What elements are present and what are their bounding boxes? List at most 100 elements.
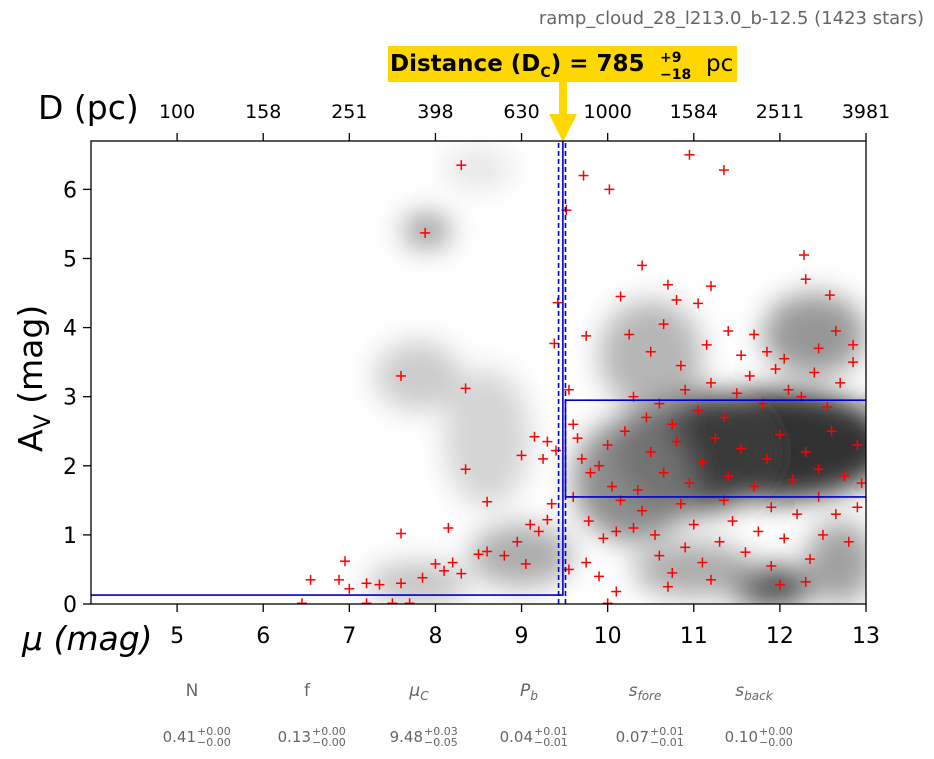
- param-symbol: f: [304, 681, 311, 701]
- param-subscript: b: [530, 689, 538, 703]
- param-name: N: [186, 681, 199, 701]
- star-point-80: [654, 550, 665, 561]
- density-blob-7: [366, 562, 470, 604]
- star-point-77: [628, 522, 639, 533]
- star-point-21: [645, 346, 656, 357]
- star-point-18: [460, 383, 471, 394]
- star-point-103: [641, 412, 652, 423]
- star-point-15: [693, 298, 704, 309]
- param-1: f 0.13 +0.00−0.00: [278, 681, 346, 749]
- star-point-0: [456, 160, 467, 171]
- star-point-98: [611, 586, 622, 597]
- star-point-47: [482, 546, 493, 557]
- y-axis-title: AV (mag): [11, 305, 56, 452]
- star-point-135: [839, 471, 850, 482]
- x-tick-label-8: 8: [428, 624, 442, 649]
- star-point-24: [848, 339, 859, 350]
- star-point-125: [710, 433, 721, 444]
- star-point-42: [430, 558, 441, 569]
- star-point-9: [800, 274, 811, 285]
- star-point-37: [417, 572, 428, 583]
- star-point-61: [572, 433, 583, 444]
- density-blob-13: [805, 521, 866, 604]
- param-plus: +0.00: [759, 725, 793, 738]
- star-point-79: [650, 529, 661, 540]
- star-point-138: [675, 498, 686, 509]
- star-point-116: [809, 367, 820, 378]
- y-tick-label-6: 6: [63, 178, 77, 203]
- param-subscript: fore: [637, 689, 661, 703]
- star-point-136: [852, 440, 863, 451]
- y-axis-title-main: A: [11, 429, 50, 452]
- density-blob-10: [402, 213, 451, 249]
- star-point-51: [525, 519, 536, 530]
- param-value: 0.07: [616, 728, 649, 746]
- star-point-92: [792, 509, 803, 520]
- star-point-53: [542, 514, 553, 525]
- density-blob-6: [469, 524, 574, 587]
- star-point-76: [583, 516, 594, 527]
- star-point-62: [576, 453, 587, 464]
- star-point-149: [675, 360, 686, 371]
- x-axis: 5 6 7 8 9 10 11 12 13: [170, 604, 880, 649]
- star-point-150: [723, 326, 734, 337]
- param-name: sback: [735, 681, 773, 703]
- param-subscript: C: [420, 689, 429, 703]
- star-point-120: [645, 446, 656, 457]
- y-tick-label-4: 4: [63, 317, 77, 342]
- star-point-107: [693, 405, 704, 416]
- x-tick-label-13: 13: [852, 624, 880, 649]
- param-minus: −0.01: [650, 736, 684, 749]
- star-point-30: [340, 556, 351, 567]
- star-point-6: [420, 227, 431, 238]
- param-4: sfore 0.07 +0.01−0.01: [616, 681, 684, 749]
- param-symbol: s: [735, 681, 744, 701]
- top-tick-label-1584: 1584: [670, 101, 718, 123]
- star-point-23: [830, 326, 841, 337]
- callout-value: 785: [597, 51, 645, 77]
- top-distance-axis: 100 158 251 398 630 1000 1584 2511 3981: [159, 101, 890, 141]
- star-point-4: [604, 184, 615, 195]
- star-point-114: [783, 384, 794, 395]
- star-point-110: [731, 388, 742, 399]
- star-point-65: [602, 440, 613, 451]
- star-point-85: [706, 574, 716, 585]
- star-point-48: [499, 550, 510, 561]
- star-point-91: [779, 533, 790, 544]
- star-point-63: [585, 467, 596, 478]
- star-point-1: [684, 149, 695, 160]
- y-axis-title-unit: (mag): [11, 305, 50, 415]
- star-point-113: [770, 364, 781, 375]
- param-plus: +0.03: [424, 725, 458, 738]
- x-axis-title: μ (mag): [21, 619, 153, 658]
- star-point-71: [581, 557, 592, 568]
- y-tick-label-5: 5: [63, 247, 77, 272]
- top-tick-label-630: 630: [503, 101, 539, 123]
- param-plus: +0.00: [312, 725, 346, 738]
- density-blob-2: [573, 417, 694, 542]
- density-blob-11: [444, 147, 513, 190]
- star-point-147: [779, 353, 790, 364]
- star-point-26: [460, 464, 471, 475]
- star-point-25: [516, 450, 527, 461]
- density-blob-4: [633, 541, 755, 598]
- star-point-142: [856, 478, 866, 489]
- star-point-32: [334, 574, 344, 585]
- param-minus: −0.00: [312, 736, 346, 749]
- star-point-106: [680, 384, 691, 395]
- param-value: 9.48: [390, 728, 423, 746]
- density-blob-9: [375, 341, 462, 411]
- star-point-44: [439, 565, 450, 576]
- star-point-95: [830, 509, 841, 520]
- param-value: 0.41: [163, 728, 196, 746]
- param-value: 0.04: [500, 728, 533, 746]
- top-tick-label-2511: 2511: [756, 101, 804, 123]
- star-point-57: [542, 436, 553, 447]
- star-point-124: [697, 457, 708, 468]
- star-point-13: [671, 294, 682, 305]
- callout-arrow-shaft: [559, 82, 567, 116]
- param-plus: +0.01: [534, 725, 568, 738]
- star-point-27: [482, 496, 493, 507]
- star-point-87: [727, 516, 738, 527]
- x-tick-label-5: 5: [170, 624, 184, 649]
